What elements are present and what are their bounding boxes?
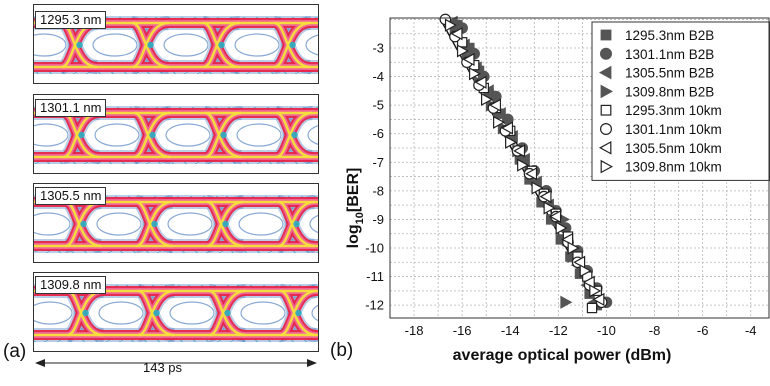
x-tick-label: -18 <box>405 323 424 338</box>
data-point-series-8 <box>567 241 580 255</box>
x-axis-label: average optical power (dBm) <box>453 347 672 364</box>
plot-frame <box>389 17 770 319</box>
y-tick-label: -12 <box>365 298 384 313</box>
data-point-series-8 <box>444 18 457 32</box>
data-point-series-4 <box>560 295 573 309</box>
x-tick-label: -8 <box>649 323 661 338</box>
data-point-series-8 <box>481 92 494 107</box>
data-point-series-7 <box>561 232 574 247</box>
legend-entry: 1301.1nm B2B <box>625 47 714 62</box>
data-point-series-8 <box>468 67 482 81</box>
x-tick-label: -16 <box>453 323 472 338</box>
data-point-series-7 <box>450 27 463 41</box>
legend-marker <box>598 140 612 155</box>
data-point-series-8 <box>505 135 518 149</box>
chart-data-points <box>439 13 613 314</box>
legend-entry: 1301.1nm 10km <box>625 122 722 137</box>
eye-pattern <box>34 95 318 173</box>
y-tick-label: -8 <box>372 183 384 198</box>
legend-entry: 1309.8nm 10km <box>625 160 722 175</box>
legend-entry: 1309.8nm B2B <box>625 84 714 99</box>
eye-diagram-4 <box>33 272 319 352</box>
data-point-series-8 <box>531 181 544 195</box>
legend-marker <box>600 104 612 116</box>
x-tick-label: -12 <box>549 323 568 338</box>
data-point-series-7 <box>592 292 605 307</box>
x-tick-label: -6 <box>697 323 709 338</box>
data-point-series-7 <box>462 52 475 67</box>
y-tick-label: -10 <box>365 241 384 256</box>
legend-box <box>591 21 770 181</box>
data-point-series-7 <box>549 209 562 224</box>
data-point-series-7 <box>474 75 487 89</box>
eye-diagram-panel: 1295.3 nm 1301.1 nm 1305.5 nm 1309.8 nm … <box>0 0 330 386</box>
data-point-series-8 <box>456 44 469 58</box>
legend-marker <box>600 122 613 135</box>
data-point-series-8 <box>555 221 568 235</box>
eye-label-1: 1295.3 nm <box>35 11 107 29</box>
legend-entry: 1305.5nm 10km <box>625 141 722 156</box>
legend-marker <box>600 29 612 41</box>
data-point-series-8 <box>517 158 530 172</box>
data-point-series-8 <box>579 264 592 278</box>
time-scale-label: 143 ps <box>143 360 183 375</box>
data-point-series-8 <box>493 115 506 129</box>
x-tick-label: -14 <box>501 323 520 338</box>
legend-marker <box>600 159 614 174</box>
eye-label-4: 1309.8 nm <box>35 276 107 294</box>
eye-label-3: 1305.5 nm <box>35 187 107 205</box>
chart-axis-labels: average optical power (dBm) log10[BER] <box>345 168 671 364</box>
y-tick-label: -6 <box>372 126 384 141</box>
eye-label-2: 1301.1 nm <box>35 99 107 117</box>
data-point-series-7 <box>582 275 595 289</box>
y-tick-label: -11 <box>366 269 384 284</box>
data-point-series-7 <box>525 167 538 181</box>
legend-entry: 1295.3nm 10km <box>625 103 722 118</box>
legend-marker <box>598 65 612 80</box>
panel-b-label: (b) <box>330 340 353 361</box>
y-tick-label: -4 <box>372 69 384 84</box>
y-tick-label: -5 <box>372 98 384 113</box>
time-scale-arrow <box>35 359 317 367</box>
x-tick-label: -4 <box>745 323 757 338</box>
data-point-series-7 <box>513 144 526 158</box>
ber-chart: -18 -16 -14 -12 -10 -8 -6 -4 -3 -4 -5 -6 -7 -8 -9 -10 -1… <box>330 13 770 364</box>
y-tick-label: -9 <box>372 212 384 227</box>
data-point-series-7 <box>539 189 552 204</box>
legend-marker <box>600 47 613 60</box>
data-point-series-8 <box>589 284 602 298</box>
data-point-series-7 <box>501 121 514 135</box>
y-tick-label: -3 <box>372 41 384 56</box>
data-point-series-5 <box>586 302 598 314</box>
y-tick-label: -7 <box>372 155 384 170</box>
chart-ticks: -18 -16 -14 -12 -10 -8 -6 -4 -3 -4 -5 -6 -7 -8 -9 -10 -1… <box>365 41 756 339</box>
y-axis-label: log10[BER] <box>345 168 366 249</box>
x-tick-label: -10 <box>597 323 616 338</box>
data-point-series-8 <box>543 201 556 215</box>
panel-a-label: (a) <box>3 341 27 362</box>
chart-legend: 1295.3nm B2B 1301.1nm B2B 1305.5nm B2B 1309… <box>591 21 770 181</box>
data-point-series-7 <box>573 255 586 269</box>
legend-entry: 1295.3nm B2B <box>625 28 714 43</box>
data-point-series-7 <box>488 98 502 112</box>
legend-entry: 1305.5nm B2B <box>625 66 714 81</box>
legend-marker <box>600 84 614 99</box>
